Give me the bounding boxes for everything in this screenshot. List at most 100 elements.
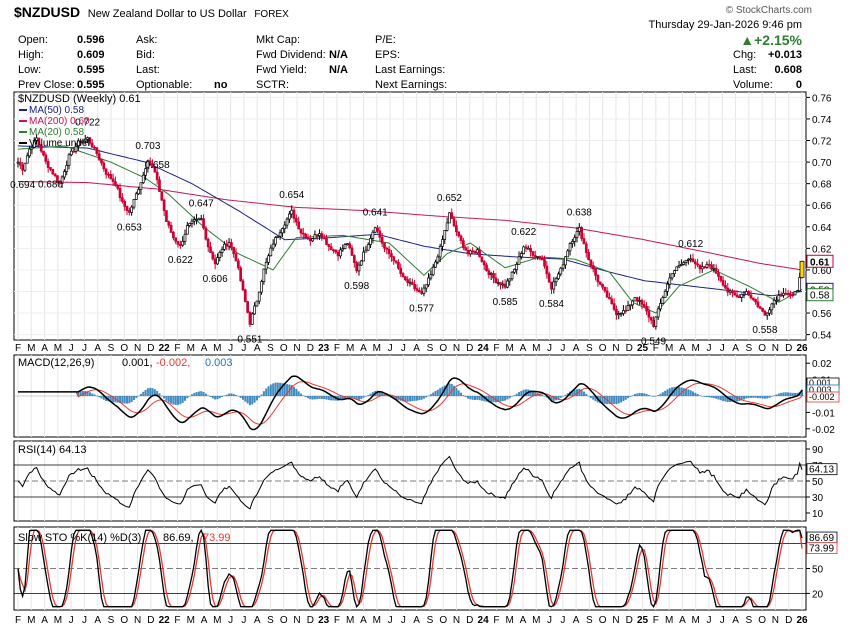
price-annotation: 0.654 bbox=[279, 190, 304, 201]
price-bar bbox=[744, 291, 748, 295]
macd-histogram-bar bbox=[694, 392, 697, 396]
macd-histogram-bar bbox=[186, 396, 189, 399]
macd-histogram-bar bbox=[316, 396, 319, 400]
price-bar bbox=[468, 250, 472, 255]
price-bar bbox=[471, 250, 474, 253]
macd-histogram-bar bbox=[450, 384, 453, 396]
price-annotation: 0.694 bbox=[10, 180, 35, 191]
macd-histogram-bar bbox=[149, 387, 152, 396]
macd-histogram-bar bbox=[627, 396, 630, 399]
price-bar bbox=[768, 309, 771, 314]
brand-logo[interactable]: © StockCharts.com bbox=[725, 5, 812, 16]
price-bar bbox=[455, 225, 458, 233]
month-tick-label: N bbox=[612, 615, 619, 626]
macd-histogram-bar bbox=[371, 392, 374, 396]
month-tick-label: A bbox=[732, 615, 739, 626]
price-bar bbox=[670, 273, 674, 279]
month-tick-label: O bbox=[599, 615, 607, 626]
macd-histogram-bar bbox=[267, 386, 270, 396]
price-bar bbox=[288, 213, 291, 220]
macd-histogram-bar bbox=[112, 396, 115, 403]
macd-histogram-bar bbox=[534, 392, 537, 396]
price-bar bbox=[410, 281, 414, 285]
macd-histogram-bar bbox=[225, 394, 228, 396]
macd-histogram-bar bbox=[796, 392, 799, 396]
month-tick-label: M bbox=[373, 615, 381, 626]
macd-histogram-bar bbox=[559, 396, 562, 398]
macd-histogram-bar bbox=[434, 391, 437, 396]
price-bar bbox=[327, 244, 331, 247]
change-percent: ▲+2.15% bbox=[740, 32, 802, 48]
price-bar bbox=[786, 293, 790, 296]
mkt-cap-label: Mkt Cap: bbox=[256, 34, 301, 46]
price-bar bbox=[167, 221, 171, 226]
macd-histogram-bar bbox=[102, 396, 105, 400]
macd-histogram-bar bbox=[580, 389, 583, 396]
macd-histogram-bar bbox=[153, 389, 156, 396]
price-frame bbox=[13, 91, 807, 341]
macd-histogram-bar bbox=[223, 395, 226, 397]
price-bar bbox=[359, 260, 363, 266]
month-tick-label: J bbox=[720, 343, 725, 354]
price-bar bbox=[44, 154, 48, 162]
macd-panel[interactable]: 0.020.010.00-0.01-0.02MACD(12,26,9)0.001… bbox=[13, 354, 840, 438]
macd-histogram-bar bbox=[369, 393, 372, 396]
symbol[interactable]: $NZDUSD bbox=[14, 4, 81, 20]
macd-histogram-bar bbox=[251, 396, 254, 405]
price-bar bbox=[93, 146, 96, 149]
price-bar bbox=[705, 263, 709, 268]
price-bar bbox=[146, 160, 150, 170]
price-bar bbox=[271, 243, 275, 249]
price-bar bbox=[227, 242, 231, 247]
month-tick-label: F bbox=[174, 615, 180, 626]
macd-histogram-bar bbox=[272, 383, 275, 396]
price-panel[interactable]: 0.76 0.74 0.72 0.70 0.68 0.66 0.64 0.62 0.60 0.58… bbox=[10, 91, 834, 354]
month-tick-label: A bbox=[94, 343, 101, 354]
macd-histogram-bar bbox=[705, 396, 708, 398]
price-bar bbox=[482, 261, 486, 266]
price-bar bbox=[638, 300, 641, 302]
month-tick-label: S bbox=[267, 343, 274, 354]
price-bar bbox=[466, 249, 470, 255]
macd-histogram-bar bbox=[768, 396, 771, 398]
price-bar bbox=[603, 286, 607, 292]
price-bar bbox=[401, 273, 405, 278]
month-tick-label: D bbox=[466, 343, 473, 354]
month-tick-label: N bbox=[293, 343, 300, 354]
month-tick-label: J bbox=[388, 615, 393, 626]
price-bar bbox=[675, 266, 679, 272]
macd-histogram-bar bbox=[701, 396, 704, 397]
open-value: 0.596 bbox=[77, 34, 105, 46]
price-bar bbox=[605, 290, 609, 298]
price-bar bbox=[631, 300, 635, 306]
macd-histogram-bar bbox=[710, 396, 713, 398]
macd-histogram-bar bbox=[77, 391, 80, 396]
macd-histogram-bar bbox=[429, 394, 432, 396]
price-bar bbox=[438, 245, 442, 258]
chg-label: Chg: bbox=[733, 49, 757, 61]
macd-histogram-bar bbox=[601, 396, 604, 404]
price-bar bbox=[784, 292, 788, 295]
macd-histogram-bar bbox=[207, 395, 210, 396]
price-bar bbox=[172, 232, 175, 239]
sto-tick-label: 20 bbox=[812, 589, 824, 600]
macd-histogram-bar bbox=[432, 392, 435, 396]
price-bar bbox=[492, 272, 495, 279]
macd-histogram-bar bbox=[557, 396, 560, 400]
macd-histogram-bar bbox=[487, 396, 490, 403]
price-bar bbox=[385, 247, 389, 250]
price-bar bbox=[72, 150, 76, 153]
macd-histogram-bar bbox=[244, 396, 247, 402]
month-tick-label: A bbox=[573, 343, 580, 354]
macd-histogram-bar bbox=[520, 390, 523, 396]
price-bar bbox=[276, 235, 280, 238]
price-bar bbox=[195, 218, 198, 221]
price-bar bbox=[114, 181, 117, 186]
price-annotation: 0.585 bbox=[493, 297, 518, 308]
macd-histogram-bar bbox=[770, 396, 773, 397]
month-tick-label: O bbox=[439, 343, 447, 354]
macd-histogram-bar bbox=[749, 396, 752, 398]
